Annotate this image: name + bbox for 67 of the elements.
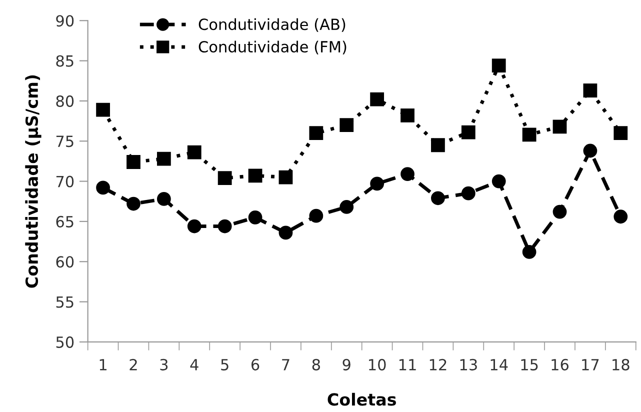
point bbox=[126, 155, 140, 169]
x-tick-label: 12 bbox=[430, 358, 446, 370]
point bbox=[340, 200, 354, 214]
point bbox=[309, 126, 324, 140]
x-tick-label: 14 bbox=[490, 359, 508, 370]
x-tick-label: 17 bbox=[582, 359, 599, 370]
point bbox=[340, 118, 354, 132]
x-tick-label: 15 bbox=[521, 359, 538, 370]
point bbox=[552, 120, 567, 134]
point bbox=[187, 219, 202, 234]
point bbox=[614, 210, 628, 224]
point bbox=[370, 176, 384, 191]
point bbox=[461, 186, 476, 200]
x-tick-label: 16 bbox=[552, 358, 569, 370]
point bbox=[218, 219, 232, 234]
x-tick-label: 7 bbox=[282, 359, 290, 370]
point bbox=[522, 245, 536, 259]
x-tick-label: 3 bbox=[160, 358, 168, 370]
x-tick-label: 8 bbox=[312, 358, 320, 370]
point bbox=[187, 145, 202, 160]
y-tick-label: 90 bbox=[56, 15, 74, 27]
point bbox=[552, 204, 567, 219]
x-tick-label: 1 bbox=[100, 359, 106, 370]
point bbox=[522, 128, 536, 142]
point bbox=[126, 196, 140, 211]
y-tick-label: 65 bbox=[56, 216, 74, 228]
x-tick-label: 11 bbox=[399, 359, 416, 370]
y-tick-label: 75 bbox=[56, 136, 74, 148]
x-tick-label: 9 bbox=[342, 358, 350, 370]
y-tick-label: 70 bbox=[56, 176, 74, 188]
point bbox=[96, 102, 110, 117]
point bbox=[156, 152, 171, 166]
point bbox=[492, 174, 506, 188]
y-tick-label: 60 bbox=[56, 256, 74, 268]
point bbox=[492, 58, 506, 73]
point bbox=[370, 92, 384, 106]
point bbox=[278, 170, 293, 184]
point bbox=[248, 210, 262, 224]
point bbox=[248, 168, 262, 183]
y-axis-title: Condutividade (µS/cm) bbox=[25, 75, 42, 288]
x-axis-title: Coletas bbox=[328, 392, 396, 406]
y-tick-label: 50 bbox=[56, 336, 74, 348]
x-tick-label: 5 bbox=[221, 359, 228, 370]
point bbox=[614, 126, 628, 140]
x-tick-label: 2 bbox=[130, 358, 137, 370]
point bbox=[400, 167, 414, 181]
x-tick-label: 18 bbox=[612, 358, 630, 370]
point bbox=[156, 192, 171, 206]
point bbox=[309, 208, 324, 223]
x-tick-label: 6 bbox=[251, 358, 260, 370]
x-tick-label: 10 bbox=[369, 358, 386, 370]
legend-label: Condutividade (AB) bbox=[198, 18, 346, 32]
legend-label: Condutividade (FM) bbox=[198, 40, 346, 54]
point bbox=[278, 226, 293, 240]
y-tick-label: 55 bbox=[56, 296, 74, 308]
point bbox=[218, 171, 232, 186]
point bbox=[583, 144, 598, 158]
y-tick-label: 85 bbox=[56, 55, 74, 67]
x-tick-label: 13 bbox=[460, 358, 477, 370]
point bbox=[431, 191, 445, 206]
point bbox=[96, 180, 110, 195]
point bbox=[400, 108, 414, 122]
point bbox=[431, 138, 445, 152]
x-tick-label: 4 bbox=[190, 359, 198, 370]
y-tick-label: 80 bbox=[56, 95, 74, 107]
point bbox=[583, 84, 598, 98]
point bbox=[461, 125, 476, 140]
